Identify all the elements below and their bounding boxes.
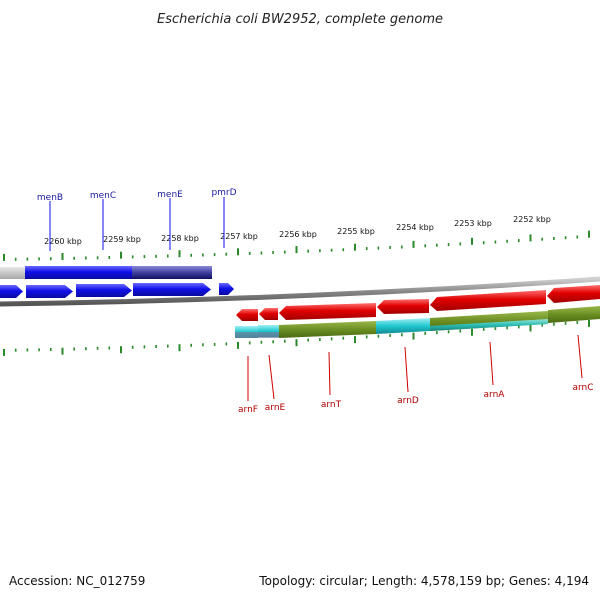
gene-label-arnA[interactable]: arnA (484, 390, 506, 400)
reverse-gene-arrows (236, 285, 600, 321)
leader-line (268, 354, 275, 400)
gene-arrow[interactable] (430, 290, 546, 311)
forward-gene-arrows (0, 283, 234, 298)
accession-text: Accession: NC_012759 (9, 574, 145, 588)
tick-label: 2256 kbp (279, 230, 317, 239)
feature-overlap (430, 319, 548, 331)
scale-ticks-bottom (3, 319, 590, 356)
gene-arrow[interactable] (279, 303, 376, 320)
gene-arrow[interactable] (547, 285, 600, 303)
gene-labels-bottom: arnF arnE arnT arnD arnA arnC (238, 334, 594, 415)
tick-label: 2258 kbp (161, 234, 199, 243)
feature-segment[interactable] (376, 318, 430, 334)
leader-line (577, 334, 583, 379)
gene-label-menC[interactable]: menC (90, 191, 116, 201)
gene-arrow[interactable] (377, 299, 429, 314)
leader-line (328, 351, 331, 396)
feature-segment[interactable] (0, 267, 26, 279)
gene-arrow[interactable] (76, 284, 132, 297)
feature-segment[interactable] (25, 266, 77, 279)
forward-feature-track (0, 266, 212, 279)
gene-label-menE[interactable]: menE (157, 190, 183, 200)
gene-label-arnC[interactable]: arnC (572, 383, 593, 393)
feature-segment[interactable] (279, 321, 376, 338)
gene-arrow[interactable] (26, 285, 73, 298)
genome-summary-text: Topology: circular; Length: 4,578,159 bp… (258, 574, 589, 588)
gene-labels-top: menB menC menE pmrD (37, 188, 237, 251)
leader-line (404, 346, 409, 393)
map-title: Escherichia coli BW2952, complete genome (157, 12, 443, 27)
gene-arrow[interactable] (133, 283, 211, 296)
tick-label: 2257 kbp (220, 232, 258, 241)
gene-label-menB[interactable]: menB (37, 193, 63, 203)
tick-label: 2252 kbp (513, 215, 551, 224)
gene-arrow[interactable] (219, 283, 234, 295)
scale-labels: 2260 kbp 2259 kbp 2258 kbp 2257 kbp 2256… (44, 215, 551, 246)
scale-ticks-top (3, 230, 590, 261)
tick-label: 2259 kbp (103, 235, 141, 244)
feature-segment[interactable] (132, 266, 212, 279)
gene-label-arnD[interactable]: arnD (397, 396, 419, 406)
gene-label-pmrD[interactable]: pmrD (211, 188, 236, 198)
tick-label: 2253 kbp (454, 219, 492, 228)
feature-segment[interactable] (548, 306, 600, 323)
feature-overlap (235, 332, 279, 338)
tick-label: 2260 kbp (44, 237, 82, 246)
gene-arrow[interactable] (0, 285, 23, 298)
gene-label-arnE[interactable]: arnE (265, 403, 286, 413)
tick-label: 2254 kbp (396, 223, 434, 232)
feature-segment[interactable] (76, 266, 133, 279)
gene-label-arnF[interactable]: arnF (238, 405, 258, 415)
gene-arrow[interactable] (236, 309, 258, 321)
gene-arrow[interactable] (259, 308, 278, 320)
gene-label-arnT[interactable]: arnT (321, 400, 342, 410)
genome-backbone (0, 276, 600, 307)
reverse-feature-track (235, 306, 600, 338)
leader-line (489, 341, 494, 386)
tick-label: 2255 kbp (337, 227, 375, 236)
